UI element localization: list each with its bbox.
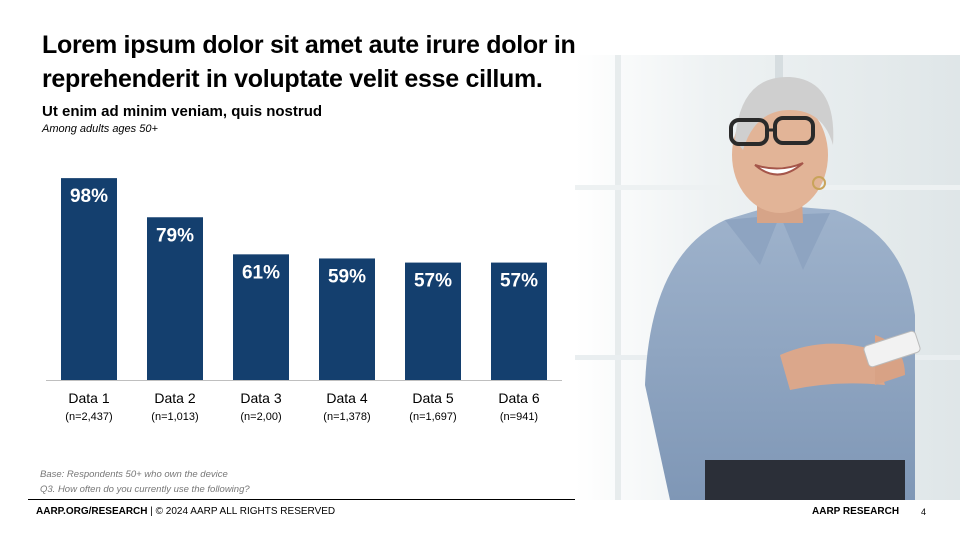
footnotes: Base: Respondents 50+ who own the device… (40, 467, 250, 497)
woman-with-phone-photo (575, 55, 960, 500)
bar-value-label-1: 98% (70, 186, 108, 207)
bar-4 (319, 258, 375, 380)
footnote-base: Base: Respondents 50+ who own the device (40, 469, 228, 480)
category-label-4: Data 4 (326, 390, 367, 406)
bar-chart: 98% Data 1 (n=2,437) 79% Data 2 (n=1,013) 61% D… (46, 178, 562, 423)
category-label-6: Data 6 (498, 390, 539, 406)
bar-5 (405, 262, 461, 380)
photo-illustration (575, 55, 960, 500)
sample-size-label-3: (n=2,00) (240, 411, 281, 423)
bar-3 (233, 254, 289, 380)
category-label-1: Data 1 (68, 390, 109, 406)
slide-title-line-2: reprehenderit in voluptate velit esse ci… (42, 65, 543, 93)
bar-value-label-3: 61% (242, 262, 280, 283)
bar-6 (491, 262, 547, 380)
footer-copyright: AARP.ORG/RESEARCH | © 2024 AARP ALL RIGH… (36, 506, 335, 517)
page-number: 4 (921, 507, 927, 517)
slide-title: Lorem ipsum dolor sit amet aute irure do… (42, 28, 602, 96)
footer-rule (28, 499, 900, 500)
bars-group: 98% Data 1 (n=2,437) 79% Data 2 (n=1,013) 61% D… (61, 178, 547, 423)
bar-value-label-5: 57% (414, 271, 452, 292)
sample-size-label-5: (n=1,697) (409, 411, 456, 423)
bar-value-label-2: 79% (156, 225, 194, 246)
slide-title-line-1: Lorem ipsum dolor sit amet aute irure do… (42, 31, 576, 59)
bar-value-label-4: 59% (328, 266, 366, 287)
bar-2 (147, 217, 203, 380)
category-label-3: Data 3 (240, 390, 281, 406)
category-label-5: Data 5 (412, 390, 453, 406)
footer-site-link[interactable]: AARP.ORG/RESEARCH (36, 506, 148, 517)
bar-value-label-6: 57% (500, 271, 538, 292)
sample-size-label-1: (n=2,437) (65, 411, 112, 423)
footer-rights: | © 2024 AARP ALL RIGHTS RESERVED (147, 506, 336, 517)
footnote-question: Q3. How often do you currently use the f… (40, 484, 250, 495)
sample-size-label-4: (n=1,378) (323, 411, 370, 423)
sample-size-label-2: (n=1,013) (151, 411, 198, 423)
chart-subtitle: Ut enim ad minim veniam, quis nostrud (42, 103, 323, 120)
category-label-2: Data 2 (154, 390, 195, 406)
chart-note: Among adults ages 50+ (42, 123, 158, 135)
sample-size-label-6: (n=941) (500, 411, 538, 423)
footer-brand: AARP RESEARCH (812, 506, 900, 517)
bar-1 (61, 178, 117, 380)
